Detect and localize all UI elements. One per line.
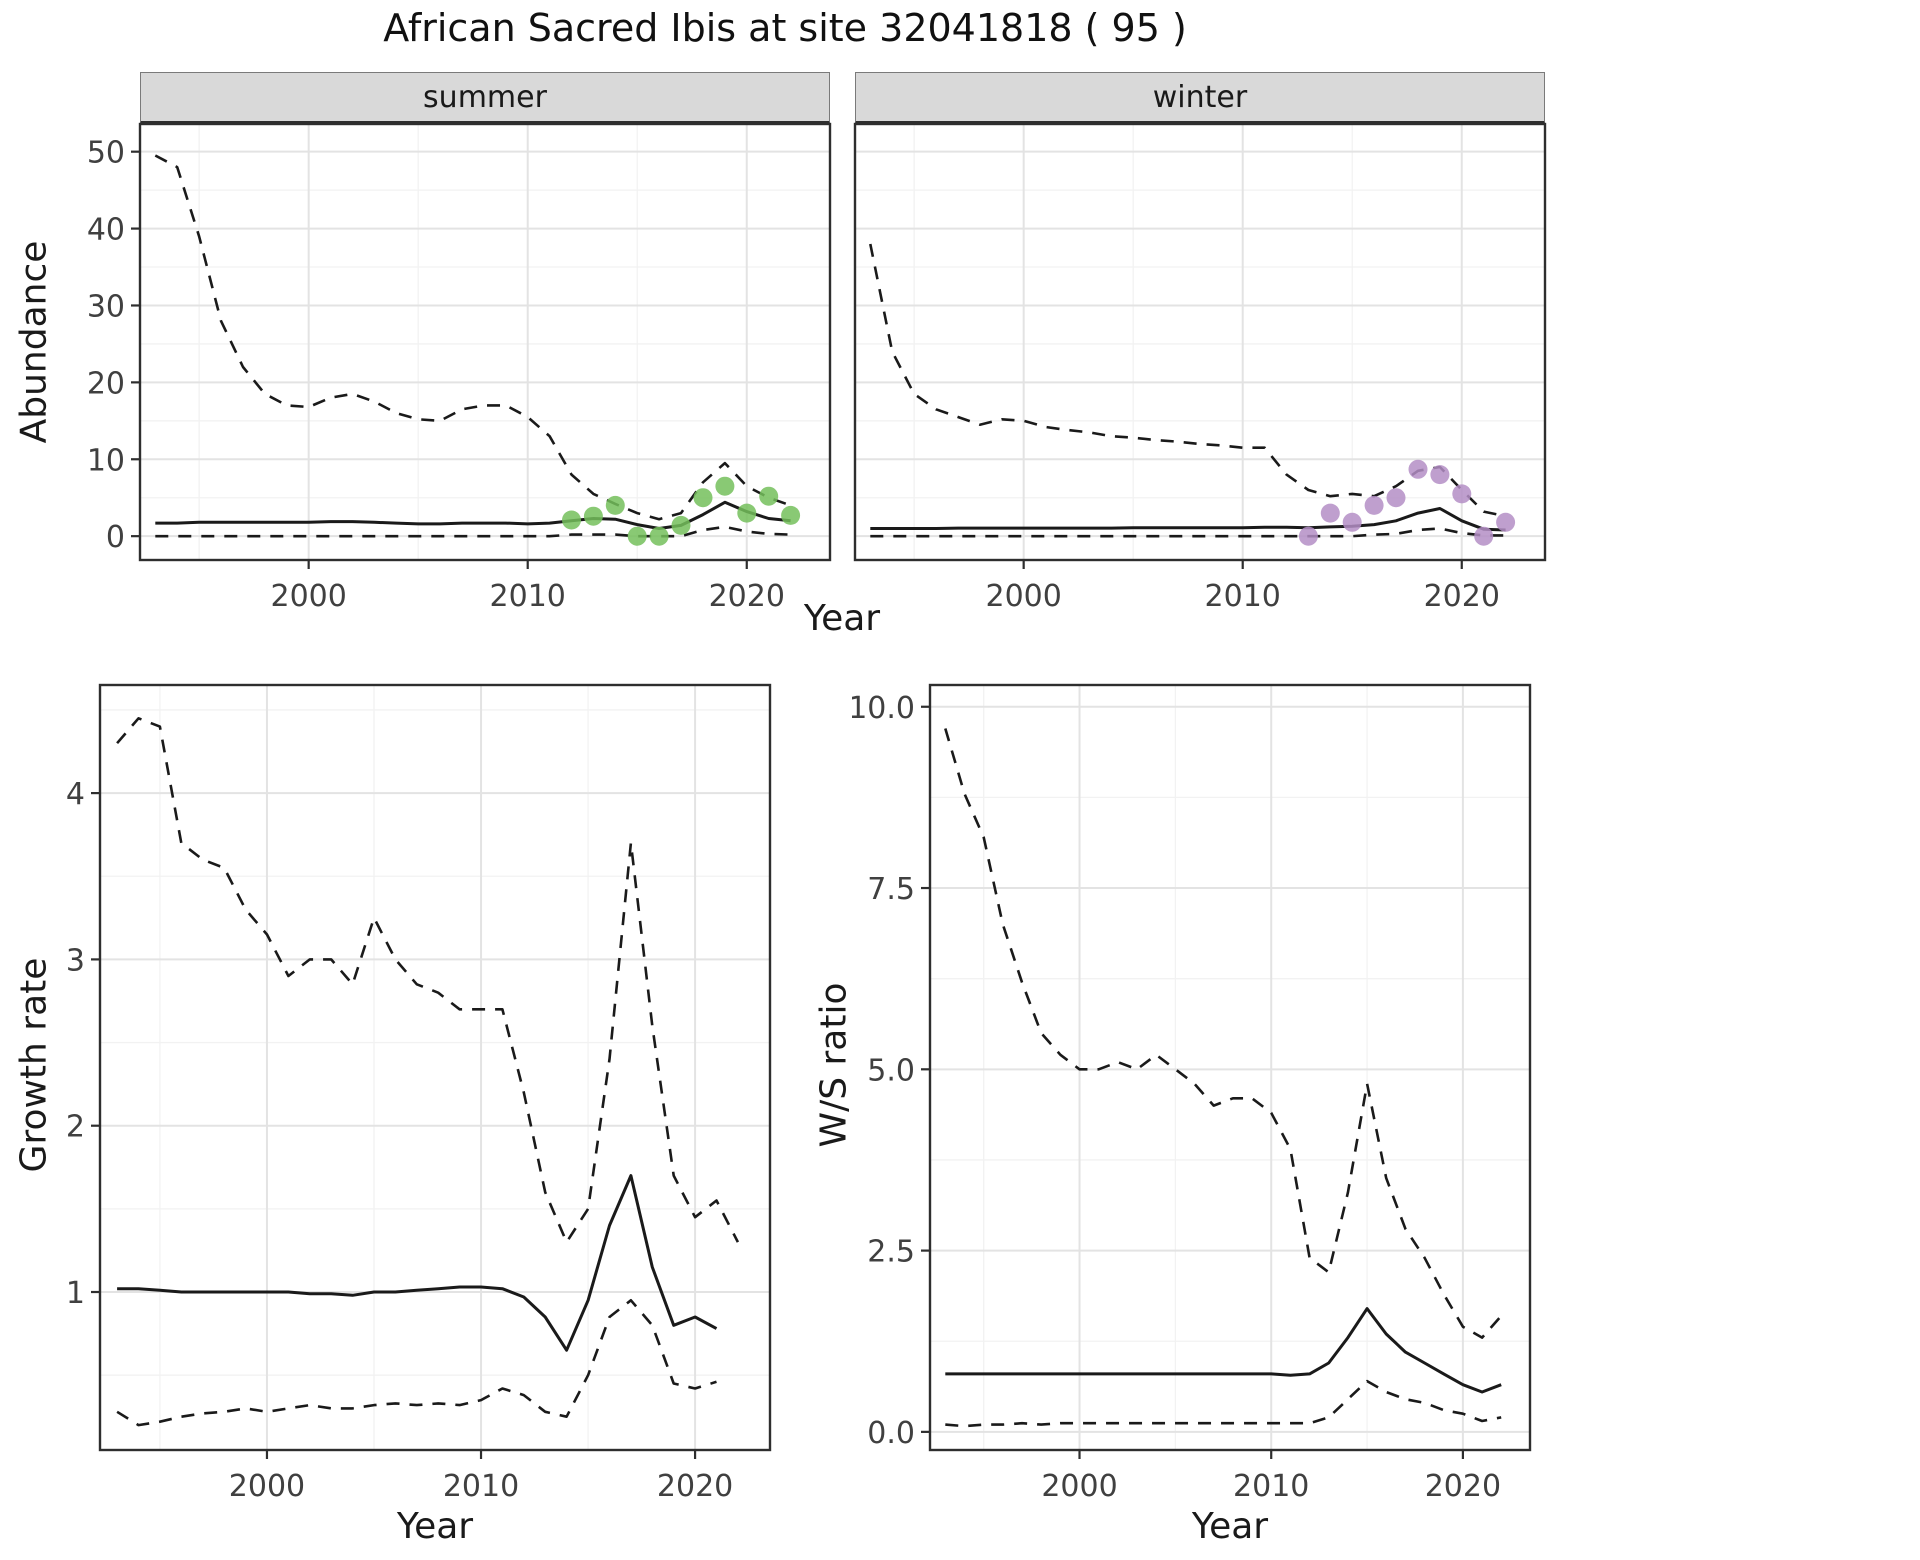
svg-text:0.0: 0.0 (867, 1416, 915, 1451)
svg-text:50: 50 (87, 136, 125, 171)
svg-text:4: 4 (66, 777, 85, 812)
figure-title: African Sacred Ibis at site 32041818 ( 9… (383, 6, 1187, 50)
svg-text:2000: 2000 (985, 579, 1061, 614)
svg-text:2020: 2020 (709, 579, 785, 614)
svg-text:2010: 2010 (443, 1469, 519, 1504)
svg-text:7.5: 7.5 (867, 872, 915, 907)
facet-strip-summer: summer (140, 72, 830, 124)
svg-text:2020: 2020 (657, 1469, 733, 1504)
svg-text:2000: 2000 (270, 579, 346, 614)
svg-text:2.5: 2.5 (867, 1235, 915, 1270)
svg-text:2010: 2010 (490, 579, 566, 614)
svg-text:2: 2 (66, 1110, 85, 1145)
svg-text:2010: 2010 (1205, 579, 1281, 614)
svg-text:2000: 2000 (229, 1469, 305, 1504)
facet-strip-summer-label: summer (423, 79, 547, 115)
svg-text:1: 1 (66, 1276, 85, 1311)
svg-text:2020: 2020 (1424, 579, 1500, 614)
y-axis-title-ws: W/S ratio (813, 982, 855, 1148)
ws-ratio-chart: 2000 2010 2020 0.0 2.5 5.0 7.5 10.0 (852, 683, 1532, 1504)
svg-text:10: 10 (87, 443, 125, 478)
svg-text:2020: 2020 (1425, 1469, 1501, 1504)
x-axis-title-year-ws: Year (1191, 1506, 1269, 1547)
svg-text:30: 30 (87, 289, 125, 324)
svg-text:0: 0 (106, 520, 125, 555)
y-axis-title-abundance: Abundance (13, 240, 55, 444)
svg-text:10.0: 10.0 (852, 691, 915, 726)
svg-text:2010: 2010 (1233, 1469, 1309, 1504)
svg-text:20: 20 (87, 366, 125, 401)
x-axis-title-year-growth: Year (396, 1506, 474, 1547)
facet-strip-winter-label: winter (1152, 79, 1248, 115)
svg-text:5.0: 5.0 (867, 1053, 915, 1088)
growth-rate-chart: 2000 2010 2020 1 2 3 4 (66, 683, 772, 1504)
abundance-summer-chart: 2000 2010 2020 0 10 20 30 40 50 (87, 122, 832, 614)
facet-strip-winter: winter (855, 72, 1545, 124)
svg-text:2000: 2000 (1041, 1469, 1117, 1504)
x-axis-title-year-top: Year (803, 598, 881, 639)
svg-text:40: 40 (87, 213, 125, 248)
svg-text:3: 3 (66, 943, 85, 978)
abundance-winter-chart: 2000 2010 2020 (853, 122, 1547, 614)
